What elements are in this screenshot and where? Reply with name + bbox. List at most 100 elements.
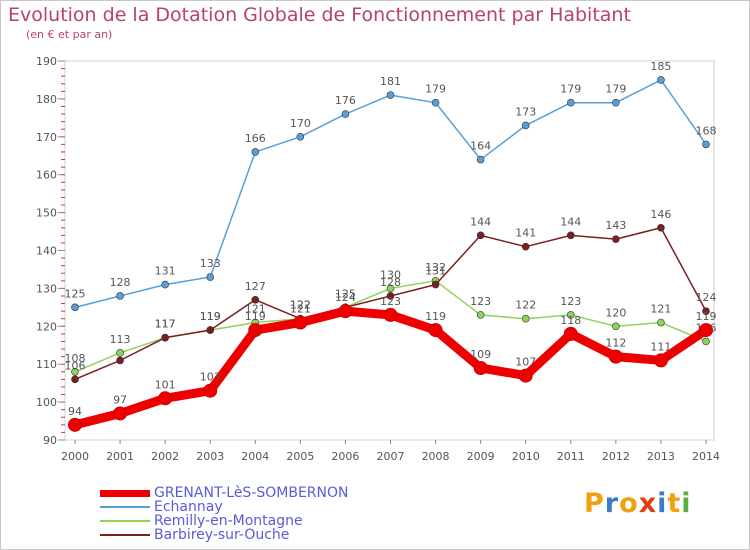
data-point [521, 314, 530, 323]
data-label: 106 [65, 359, 86, 372]
data-point [338, 304, 353, 319]
data-label: 122 [290, 299, 311, 312]
x-tick-label: 2001 [106, 450, 134, 463]
y-tick-label: 180 [36, 93, 57, 106]
data-point [612, 98, 620, 107]
data-point [383, 307, 398, 322]
legend-label-remilly: Remilly-en-Montagne [154, 513, 303, 529]
y-tick-label: 90 [43, 434, 57, 447]
data-label: 179 [425, 83, 446, 96]
data-label: 94 [68, 405, 82, 418]
data-point [161, 280, 169, 289]
data-point [71, 375, 79, 384]
data-point [158, 391, 173, 406]
data-label: 164 [470, 140, 491, 153]
data-point [203, 383, 218, 398]
data-label: 123 [380, 295, 401, 308]
y-tick-label: 130 [36, 282, 57, 295]
data-label: 103 [200, 371, 221, 384]
x-tick-label: 2009 [467, 450, 495, 463]
data-label: 131 [155, 265, 176, 278]
data-label: 133 [200, 257, 221, 270]
x-tick-label: 2004 [241, 450, 269, 463]
logo-letter: o [619, 488, 639, 519]
data-label: 97 [113, 393, 127, 406]
data-point [431, 280, 440, 289]
x-tick-label: 2012 [602, 450, 630, 463]
data-point [251, 295, 260, 304]
logo-letter: r [604, 488, 620, 519]
x-tick-label: 2006 [331, 450, 359, 463]
data-label: 131 [425, 265, 446, 278]
data-label: 112 [605, 337, 626, 350]
y-tick-label: 160 [36, 169, 57, 182]
logo-letter: x [638, 488, 658, 519]
proxiti-logo: Proxiti [584, 488, 692, 519]
data-label: 119 [696, 310, 717, 323]
legend-swatch-remilly [100, 520, 150, 522]
data-label: 121 [650, 303, 671, 316]
data-label: 119 [200, 310, 221, 323]
data-label: 118 [560, 314, 581, 327]
data-label: 176 [335, 94, 356, 107]
legend-label-grenant: GRENANT-LèS-SOMBERNON [154, 485, 349, 501]
data-label: 117 [155, 318, 176, 331]
data-label: 125 [335, 287, 356, 300]
data-point [386, 292, 395, 300]
y-tick-label: 140 [36, 245, 57, 258]
logo-letter: P [584, 488, 605, 519]
data-label: 109 [470, 348, 491, 361]
data-point [653, 353, 668, 368]
data-point [116, 356, 124, 365]
data-point [612, 322, 620, 331]
data-label: 123 [470, 295, 491, 308]
x-tick-label: 2011 [557, 450, 585, 463]
data-point [428, 323, 443, 338]
data-label: 124 [696, 291, 717, 304]
data-label: 179 [605, 83, 626, 96]
data-label: 111 [650, 340, 671, 353]
data-label: 173 [515, 105, 536, 118]
data-point [206, 273, 215, 281]
data-point [612, 235, 620, 243]
data-point [341, 110, 350, 118]
data-point [473, 360, 488, 375]
data-point [566, 311, 575, 319]
data-point [657, 223, 665, 232]
data-label: 130 [380, 268, 401, 281]
data-label: 170 [290, 117, 311, 130]
logo-letter: t [667, 488, 682, 519]
data-point [71, 303, 79, 312]
x-tick-label: 2000 [61, 450, 89, 463]
data-label: 122 [290, 299, 311, 312]
data-point [71, 367, 79, 376]
data-label: 121 [290, 303, 311, 316]
data-label: 127 [245, 280, 266, 293]
data-point [251, 148, 260, 156]
data-point [702, 337, 710, 346]
legend-swatch-echannay [100, 506, 150, 508]
data-label: 166 [245, 132, 266, 145]
data-label: 125 [65, 287, 86, 300]
data-point [476, 231, 485, 240]
data-point [476, 311, 485, 319]
legend-label-barbirey: Barbirey-sur-Ouche [154, 527, 290, 543]
data-label: 101 [155, 378, 176, 391]
data-label: 144 [470, 215, 491, 228]
data-point [657, 318, 665, 327]
logo-letter: i [657, 488, 668, 519]
data-point [699, 323, 713, 338]
data-label: 117 [155, 318, 176, 331]
data-point [68, 417, 82, 432]
y-tick-label: 170 [36, 131, 57, 144]
data-point [563, 326, 578, 341]
data-point [386, 284, 395, 293]
data-point [566, 231, 575, 240]
x-tick-label: 2003 [196, 450, 224, 463]
data-point [521, 121, 530, 130]
data-label: 113 [110, 333, 131, 346]
data-point [476, 155, 485, 164]
x-tick-label: 2010 [512, 450, 540, 463]
